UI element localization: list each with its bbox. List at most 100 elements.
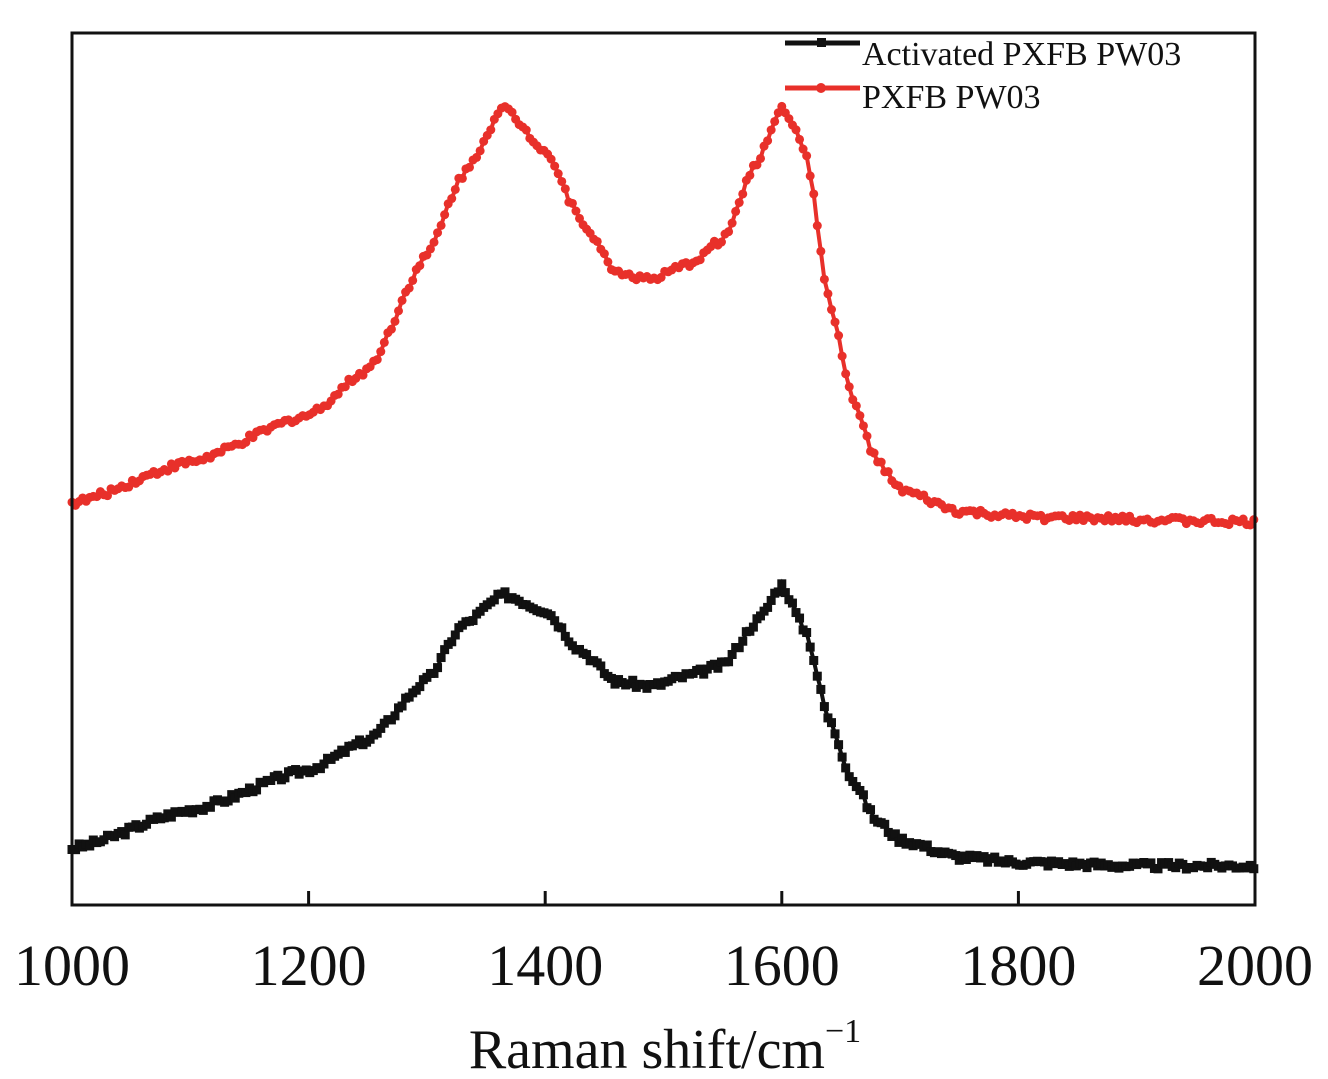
data-point [372,728,382,738]
data-point [748,622,758,632]
data-point [812,221,822,231]
data-point [724,227,734,237]
data-point [848,776,858,786]
data-point [291,765,301,775]
legend-marker-activated [817,38,826,47]
data-point [1043,861,1053,871]
data-point [433,228,443,238]
data-point [1203,863,1213,873]
data-point [567,198,577,208]
data-point [241,437,251,447]
data-point [560,631,570,641]
data-point [223,796,233,806]
series-layer [67,101,1259,874]
data-point [464,162,474,172]
data-point [397,701,407,711]
data-point [560,184,570,194]
data-point [770,116,780,126]
data-point [550,161,560,171]
data-point [841,763,851,773]
data-point [163,466,173,476]
data-point [819,274,829,284]
data-point [830,729,840,739]
data-point [507,107,517,117]
data-point [447,194,457,204]
data-point [273,770,283,780]
data-point [805,642,815,652]
series-pxfb-pw03 [67,101,1259,530]
data-point [756,611,766,621]
data-point [397,295,407,305]
data-point [773,587,783,597]
data-point [826,305,836,315]
data-point [390,316,400,326]
data-point [394,306,404,316]
data-point [805,171,815,181]
data-point [727,218,737,228]
data-point [738,636,748,646]
data-point [372,355,382,365]
data-point [546,611,556,621]
data-point [834,331,844,341]
data-point [699,669,709,679]
data-point [780,588,790,598]
data-point [727,649,737,659]
legend-label-activated: Activated PXFB PW03 [862,36,1181,73]
data-point [869,448,879,458]
data-point [315,764,325,774]
data-point [415,682,425,692]
data-point [440,645,450,655]
data-point [990,852,1000,862]
data-point [816,684,826,694]
data-point [557,623,567,633]
data-point [951,851,961,861]
data-point [1153,864,1163,874]
data-point [1146,858,1156,868]
data-point [436,653,446,663]
data-point [457,173,467,183]
data-point [756,153,766,163]
data-point [979,852,989,862]
data-point [862,431,872,441]
data-point [858,790,868,800]
data-point [450,184,460,194]
data-point [745,170,755,180]
data-point [433,663,443,673]
data-point [404,283,414,293]
data-point [166,812,176,822]
x-tick-label: 2000 [1197,933,1313,998]
data-point [142,819,152,829]
data-point [429,237,439,247]
data-point [599,249,609,259]
data-point [851,401,861,411]
data-point [802,151,812,161]
data-point [386,324,396,334]
data-point [724,657,734,667]
data-point [880,819,890,829]
data-point [71,845,81,855]
data-point [582,650,592,660]
data-point [837,752,847,762]
data-point [603,257,613,267]
x-tick-label: 1600 [724,933,840,998]
data-point [553,169,563,179]
data-point [1178,859,1188,869]
data-point [390,711,400,721]
data-point [883,467,893,477]
data-point [99,835,109,845]
data-point [606,673,616,683]
x-axis-label: Raman shift/cm−1 [469,1013,861,1079]
data-point [124,482,134,492]
data-point [897,833,907,843]
data-point [596,661,606,671]
data-point [550,616,560,626]
data-point [844,772,854,782]
data-point [858,421,868,431]
data-point [333,389,343,399]
data-point [408,275,418,285]
x-ticks: 1000 1200 1400 1600 1800 2000 [14,891,1313,998]
data-point [429,668,439,678]
data-point [440,210,450,220]
data-point [468,616,478,626]
